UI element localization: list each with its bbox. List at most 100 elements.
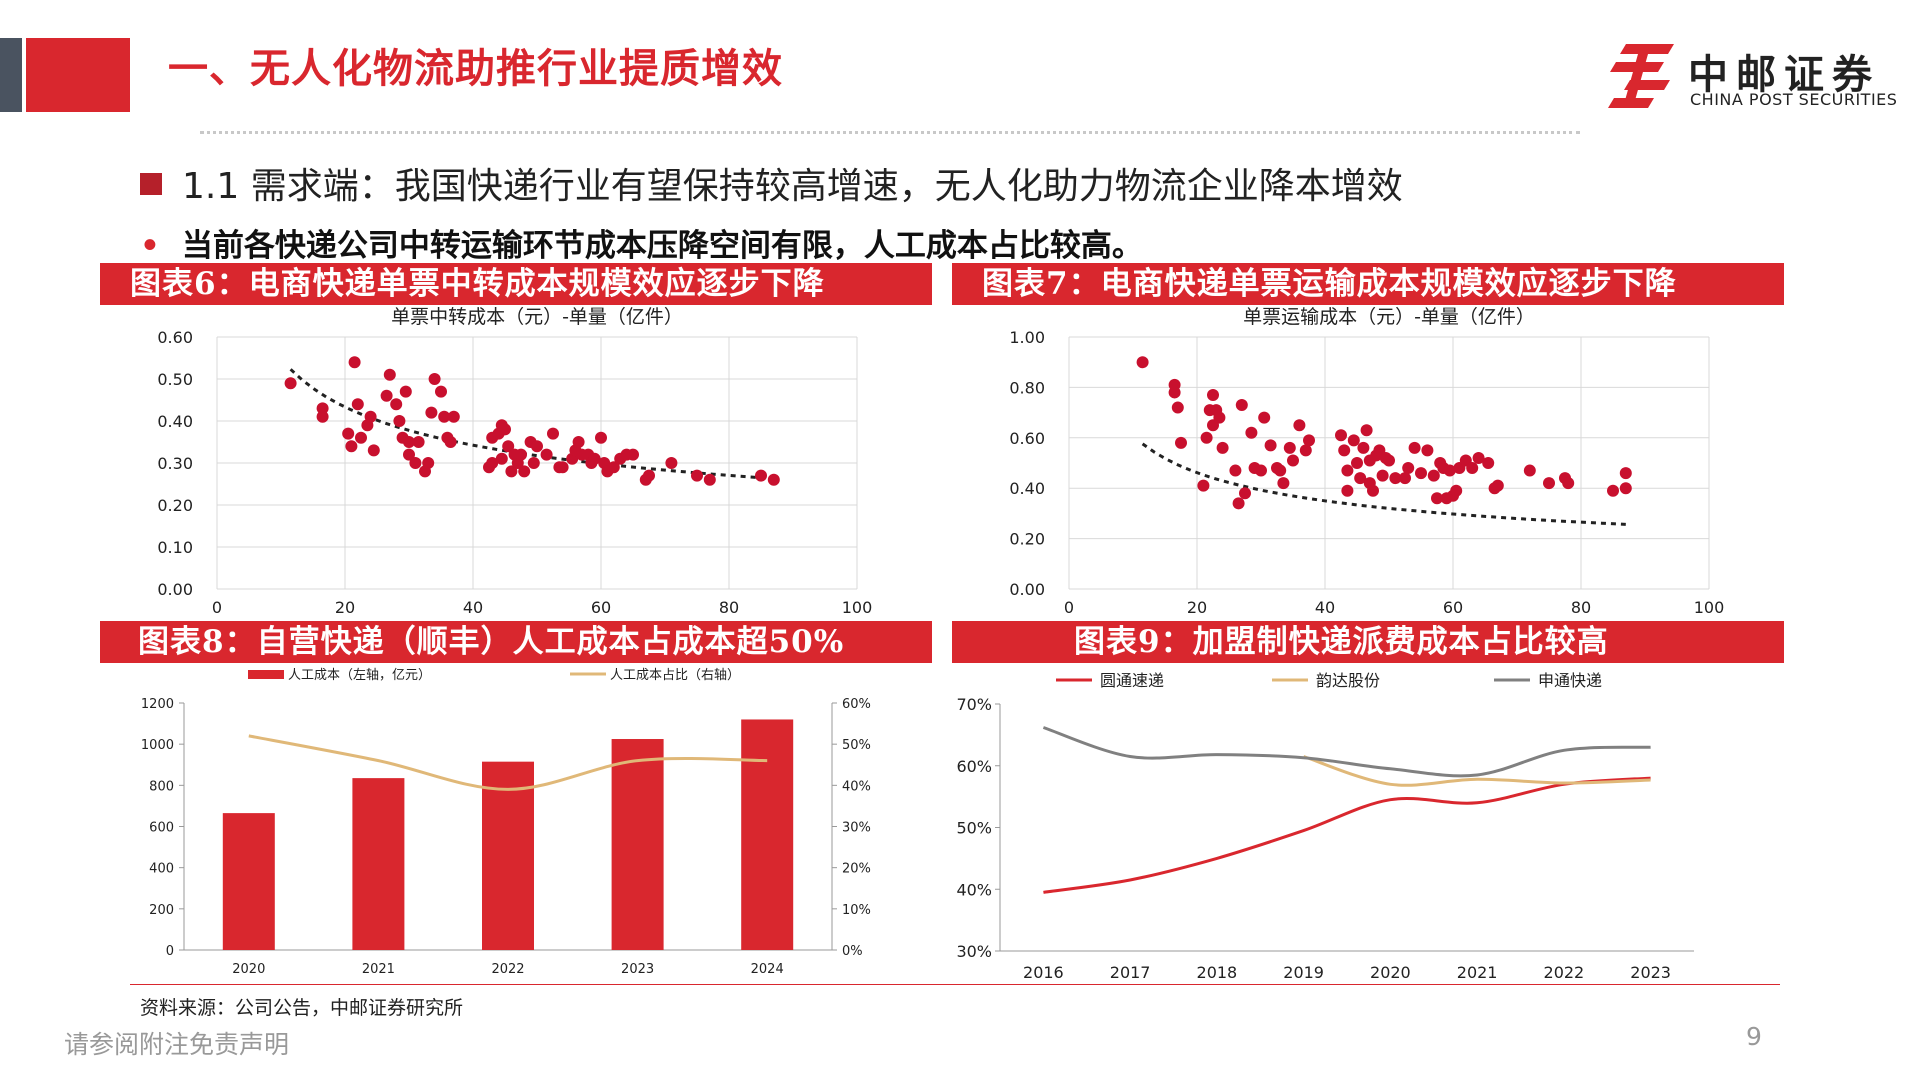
data-point	[316, 410, 329, 423]
y2-tick-label: 0%	[842, 944, 863, 959]
y-tick-label: 30%	[956, 942, 992, 961]
data-point	[348, 356, 361, 369]
x-tick-label: 2021	[362, 962, 395, 977]
data-point	[547, 427, 559, 440]
disclaimer: 请参阅附注免责声明	[64, 1030, 290, 1059]
data-point	[422, 457, 435, 469]
data-point	[572, 436, 585, 448]
data-point	[1338, 444, 1351, 457]
data-point	[1239, 487, 1251, 500]
y-tick-label: 0.20	[157, 496, 193, 515]
data-point	[435, 385, 447, 398]
y2-tick-label: 40%	[842, 779, 871, 794]
x-tick-label: 2022	[1544, 963, 1585, 982]
legend-label: 韵达股份	[1316, 671, 1380, 690]
y-tick-label: 50%	[956, 819, 992, 838]
data-point	[499, 423, 511, 436]
y2-tick-label: 60%	[842, 697, 871, 712]
source-divider	[130, 984, 1780, 985]
y-tick-label: 800	[149, 779, 174, 794]
data-point	[1466, 462, 1479, 475]
data-point	[438, 410, 451, 423]
data-point	[1299, 444, 1312, 457]
data-point	[531, 440, 543, 453]
x-tick-label: 2016	[1023, 963, 1064, 982]
source-note: 资料来源：公司公告，中邮证券研究所	[140, 997, 464, 1019]
data-point	[556, 461, 569, 474]
data-point	[447, 410, 460, 423]
data-point	[1472, 451, 1485, 464]
y-tick-label: 0.60	[157, 328, 193, 347]
data-point	[1562, 477, 1575, 490]
x-tick-label: 20	[335, 598, 355, 617]
x-tick-label: 60	[591, 598, 611, 617]
y-tick-label: 0.20	[1009, 530, 1045, 549]
x-tick-label: 60	[1443, 598, 1463, 617]
data-point	[1303, 434, 1315, 447]
data-point	[351, 398, 364, 411]
page-number: 9	[1746, 1022, 1762, 1051]
y2-tick-label: 20%	[842, 862, 871, 877]
y2-tick-label: 50%	[842, 738, 871, 753]
data-point	[425, 406, 438, 419]
y-tick-label: 0.50	[157, 370, 193, 389]
y-tick-label: 400	[149, 862, 174, 877]
legend-label: 人工成本（左轴，亿元）	[288, 668, 431, 683]
data-point	[1207, 388, 1219, 401]
data-point	[1607, 484, 1619, 497]
data-point	[1482, 457, 1495, 469]
data-point	[403, 448, 415, 461]
y-tick-label: 0.60	[1009, 429, 1045, 448]
data-point	[1264, 439, 1277, 452]
company-logo: 中邮证券 CHINA POST SECURITIES	[1604, 40, 1904, 112]
data-point	[409, 457, 422, 469]
y-tick-label: 0.40	[1009, 479, 1045, 498]
data-point	[755, 469, 767, 482]
page-title: 一、无人化物流助推行业提质增效	[168, 46, 783, 92]
y-tick-label: 0.10	[157, 538, 193, 557]
data-point	[1427, 469, 1440, 482]
logo-mark-icon	[1608, 44, 1674, 108]
x-tick-label: 2020	[232, 962, 265, 977]
y-tick-label: 0	[166, 944, 174, 959]
x-tick-label: 2024	[751, 962, 784, 977]
legend-label: 申通快递	[1538, 671, 1602, 690]
data-point	[1354, 472, 1367, 485]
y-tick-label: 0.80	[1009, 378, 1045, 397]
data-point	[1277, 477, 1290, 490]
x-tick-label: 100	[842, 598, 873, 617]
data-point	[1402, 462, 1415, 475]
fig6-scatter-chart: 单票中转成本（元）-单量（亿件） 0.00 0.10 0.20 0.30 0.40 0.50…	[157, 306, 873, 617]
y-tick-label: 60%	[956, 757, 992, 776]
key-point: • 当前各快递公司中转运输环节成本压降空间有限，人工成本占比较高。	[140, 220, 1143, 265]
data-point	[380, 389, 393, 402]
y-tick-label: 1.00	[1009, 328, 1045, 347]
x-tick-label: 2022	[491, 962, 524, 977]
data-point	[1175, 436, 1187, 449]
y-tick-label: 1200	[141, 697, 174, 712]
x-tick-label: 80	[1571, 598, 1591, 617]
chart-title: 单票中转成本（元）-单量（亿件）	[391, 306, 683, 328]
fig9-banner: 图表9：加盟制快递派费成本占比较高	[952, 621, 1784, 663]
fig9-line-chart: 圆通速递 韵达股份 申通快递 30% 40% 50% 60% 70% 2016 2017 2018 2…	[956, 671, 1694, 982]
data-point	[1229, 464, 1242, 477]
x-tick-label: 2018	[1197, 963, 1238, 982]
fig7-banner: 图表7：电商快递单票运输成本规模效应逐步下降	[952, 263, 1784, 305]
data-point	[1383, 454, 1395, 467]
data-point	[486, 457, 499, 469]
y-tick-label: 70%	[956, 695, 992, 714]
data-point	[643, 469, 655, 482]
legend-label: 人工成本占比（右轴）	[610, 668, 740, 683]
data-point	[691, 469, 703, 482]
section-heading: 1.1 需求端：我国快递行业有望保持较高增速，无人化助力物流企业降本增效	[140, 157, 1403, 209]
data-point	[355, 431, 367, 444]
ratio-line	[248, 734, 768, 791]
data-point	[515, 448, 527, 461]
x-tick-label: 40	[1315, 598, 1335, 617]
x-tick-label: 2020	[1370, 963, 1411, 982]
data-point	[1408, 441, 1421, 454]
fig8-bar-line-chart: 人工成本（左轴，亿元） 人工成本占比（右轴） 0 200 400 600 800 1000 12…	[141, 668, 871, 977]
data-point	[1293, 419, 1306, 432]
data-point	[284, 377, 297, 390]
trend-line	[1141, 442, 1626, 526]
